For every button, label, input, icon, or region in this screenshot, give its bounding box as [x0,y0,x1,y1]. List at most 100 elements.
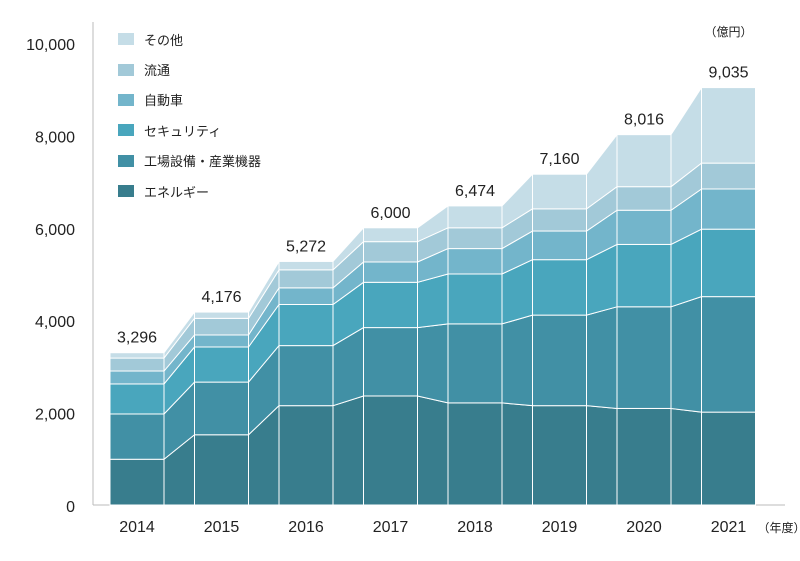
bar-segment [195,435,249,505]
legend-item-automotive: 自動車 [118,85,261,115]
bar-total-label: 6,000 [370,205,410,222]
legend-label-factory: 工場設備・産業機器 [144,151,261,170]
bar-segment [195,312,249,318]
bar-segment [279,261,333,269]
bar-segment [195,318,249,335]
bar-segment [702,297,756,413]
bar-segment [110,414,164,459]
bar-segment [702,229,756,296]
legend-swatch-distribution [118,64,134,76]
legend-swatch-automotive [118,94,134,106]
y-tick-label: 8,000 [35,129,75,146]
unit-label: （億円） [704,25,752,39]
bar-segment [279,346,333,406]
bar-segment [448,274,502,324]
bar-segment [448,206,502,228]
x-tick-label: 2014 [119,519,155,536]
bar-segment [702,88,756,164]
bar-segment [364,242,418,262]
bar-segment [364,282,418,327]
bar-segment [110,371,164,384]
bar-segment [617,244,671,306]
legend-swatch-energy [118,185,134,197]
bar-segment [533,231,587,260]
bar-segment [448,403,502,505]
legend: その他 流通 自動車 セキュリティ 工場設備・産業機器 エネルギー [118,24,261,206]
bar-segment [364,228,418,242]
connector-band [418,274,449,328]
connector-band [333,396,364,505]
bar-segment [533,174,587,209]
y-tick-label: 0 [66,499,75,516]
legend-item-security: セキュリティ [118,115,261,145]
x-tick-label: 2018 [457,519,493,536]
legend-label-other: その他 [144,30,183,49]
bar-segment [279,270,333,288]
bar-segment [364,328,418,396]
bar-total-label: 8,016 [624,112,664,129]
bar-segment [364,396,418,505]
bar-segment [110,459,164,505]
y-tick-label: 10,000 [26,37,75,54]
x-tick-label: 2020 [626,519,662,536]
bar-segment [279,406,333,505]
bar-segment [617,210,671,244]
bar-total-label: 4,176 [201,289,241,306]
bar-segment [533,209,587,231]
bar-segment [448,228,502,249]
bar-segment [702,163,756,189]
bar-segment [617,135,671,187]
connector-band [502,315,533,406]
bar-segment [617,307,671,409]
legend-label-security: セキュリティ [144,121,221,140]
legend-label-automotive: 自動車 [144,90,183,109]
bar-total-label: 6,474 [455,183,495,200]
legend-swatch-security [118,124,134,136]
connector-band [671,408,702,505]
bar-segment [617,187,671,211]
bar-segment [533,406,587,505]
bar-segment [110,353,164,358]
bar-segment [195,382,249,435]
bar-segment [364,262,418,282]
bar-segment [279,288,333,305]
bar-total-label: 5,272 [286,238,326,255]
legend-label-energy: エネルギー [144,182,209,201]
y-tick-label: 6,000 [35,222,75,239]
y-tick-label: 4,000 [35,314,75,331]
bar-segment [195,335,249,347]
bar-segment [279,304,333,345]
connector-band [502,403,533,505]
x-tick-label: 2019 [542,519,578,536]
x-tick-label: 2015 [204,519,240,536]
bar-total-label: 3,296 [117,330,157,347]
bar-total-label: 9,035 [708,65,748,82]
bar-segment [110,384,164,414]
x-unit-label: （年度） [758,520,800,535]
bar-segment [448,249,502,274]
x-tick-label: 2021 [711,519,747,536]
x-tick-label: 2016 [288,519,324,536]
connector-band [418,396,449,505]
bar-segment [702,412,756,505]
connector-band [671,297,702,413]
legend-swatch-factory [118,155,134,167]
bar-segment [533,315,587,406]
connector-band [587,307,618,409]
bar-segment [195,347,249,382]
bar-segment [533,260,587,315]
y-tick-label: 2,000 [35,407,75,424]
bar-segment [448,324,502,403]
bar-segment [702,189,756,229]
bar-segment [617,408,671,505]
connector-band [418,324,449,403]
legend-item-other: その他 [118,24,261,54]
legend-label-distribution: 流通 [144,60,170,79]
legend-item-factory: 工場設備・産業機器 [118,146,261,176]
x-tick-label: 2017 [373,519,409,536]
bar-total-label: 7,160 [539,151,579,168]
legend-swatch-other [118,33,134,45]
legend-item-distribution: 流通 [118,54,261,84]
connector-band [587,406,618,505]
